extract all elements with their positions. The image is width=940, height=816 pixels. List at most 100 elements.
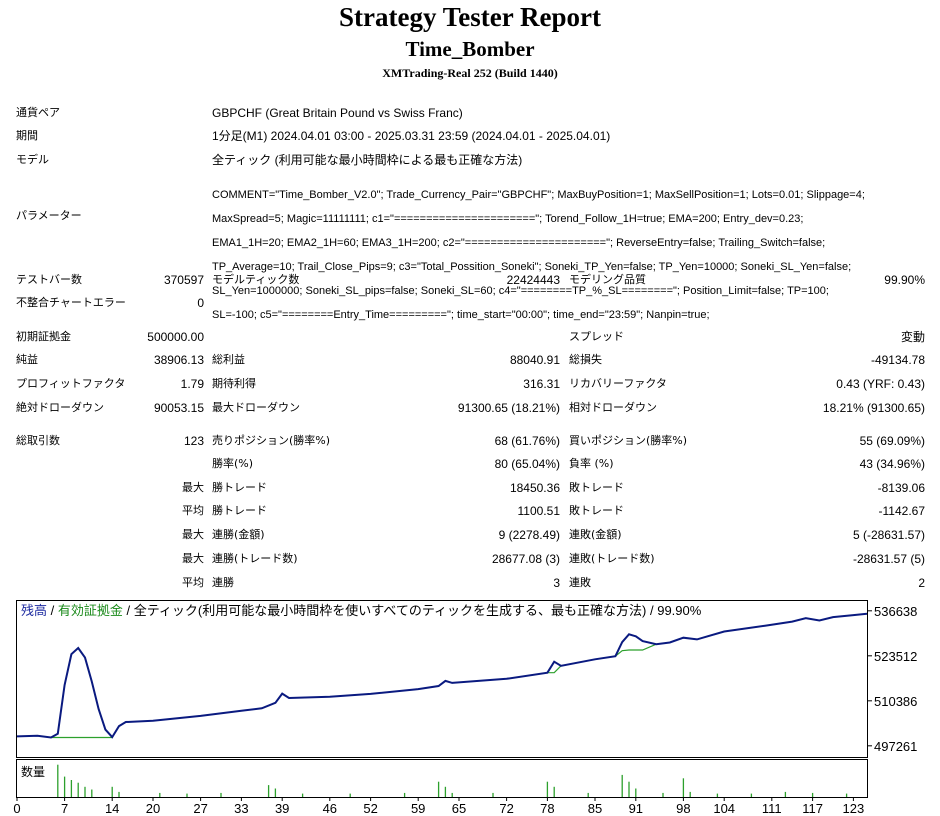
largest-loss-label: 敗トレード	[569, 481, 624, 494]
x-tick-label: 72	[499, 801, 513, 816]
x-tick-label: 78	[540, 801, 554, 816]
y-tick-label: 510386	[874, 694, 917, 709]
x-tick-label: 65	[452, 801, 466, 816]
net-profit-label: 純益	[16, 353, 38, 366]
abs-dd-value: 90053.15	[153, 401, 204, 415]
params-label: パラメーター	[16, 209, 82, 222]
x-tick-label: 7	[61, 801, 68, 816]
model-value: 全ティック (利用可能な最小時間枠による最も正確な方法)	[212, 153, 523, 167]
max-consec-loss-value: -28631.57 (5)	[852, 552, 925, 566]
x-tick-label: 98	[676, 801, 690, 816]
x-tick-label: 111	[762, 801, 782, 816]
y-tick-label: 497261	[874, 739, 917, 754]
x-tick-label: 46	[323, 801, 337, 816]
x-tick-label: 0	[13, 801, 20, 816]
rel-dd-value: 18.21% (91300.65)	[822, 401, 925, 415]
total-trades-value: 123	[183, 434, 204, 448]
avg-loss-label: 敗トレード	[569, 504, 624, 517]
max-consec-loss-label: 連敗(トレード数)	[569, 552, 655, 565]
volume-label: 数量	[21, 764, 45, 779]
avg-consec-prefix: 平均	[182, 576, 204, 589]
abs-dd-label: 絶対ドローダウン	[16, 401, 104, 414]
rel-dd-label: 相対ドローダウン	[569, 401, 657, 414]
max-consec-profit-value: 28677.08 (3)	[491, 552, 560, 566]
params-line: COMMENT="Time_Bomber_V2.0"; Trade_Curren…	[212, 189, 865, 201]
params-line: TP_Average=10; Trail_Close_Pips=9; c3="T…	[212, 261, 852, 273]
max-consec-profit-label: 連勝(トレード数)	[212, 552, 298, 565]
period-value: 1分足(M1) 2024.04.01 03:00 - 2025.03.31 23…	[212, 129, 611, 143]
max-dd-value: 91300.65 (18.21%)	[457, 401, 560, 415]
total-trades-label: 総取引数	[16, 434, 60, 447]
x-tick-label: 59	[411, 801, 425, 816]
short-pos-label: 売りポジション(勝率%)	[212, 434, 331, 447]
report-title: Strategy Tester Report	[339, 2, 601, 32]
max-consec-profit-prefix: 最大	[182, 552, 204, 565]
loss-rate-value: 43 (34.96%)	[859, 457, 925, 471]
ticks-value: 22424443	[506, 273, 560, 287]
mismatch-value: 0	[197, 296, 204, 310]
ea-name: Time_Bomber	[405, 37, 535, 61]
max-consec-losses-value: 5 (-28631.57)	[852, 528, 925, 542]
quality-value: 99.90%	[884, 273, 925, 287]
long-pos-value: 55 (69.09%)	[859, 434, 925, 448]
bars-value: 370597	[163, 273, 204, 287]
loss-rate-label: 負率 (%)	[569, 457, 614, 470]
x-tick-label: 117	[802, 801, 823, 816]
x-tick-label: 52	[363, 801, 377, 816]
bars-label: テストバー数	[16, 273, 82, 286]
deposit-label: 初期証拠金	[16, 330, 71, 343]
x-tick-label: 104	[713, 801, 735, 816]
x-tick-label: 27	[193, 801, 207, 816]
symbol-value: GBPCHF (Great Britain Pound vs Swiss Fra…	[212, 106, 463, 120]
gross-loss-value: -49134.78	[870, 353, 925, 367]
net-profit-value: 38906.13	[153, 353, 204, 367]
max-consec-wins-value: 9 (2278.49)	[498, 528, 560, 542]
expected-payoff-label: 期待利得	[212, 377, 256, 390]
largest-win-value: 18450.36	[509, 481, 560, 495]
avg-consec-wins-value: 3	[553, 576, 560, 590]
x-tick-label: 123	[843, 801, 865, 816]
short-pos-value: 68 (61.76%)	[494, 434, 560, 448]
profit-factor-label: プロフィットファクタ	[16, 377, 126, 390]
avg-consec-losses-label: 連敗	[569, 576, 591, 589]
params-line: SL=-100; c5="========Entry_Time=========…	[212, 309, 710, 321]
y-tick-label: 536638	[874, 604, 917, 619]
chart-legend: 残高 / 有効証拠金 / 全ティック(利用可能な最小時間枠を使いすべてのティック…	[21, 603, 702, 618]
long-pos-label: 買いポジション(勝率%)	[569, 434, 688, 447]
avg-loss-value: -1142.67	[878, 504, 925, 518]
max-consec-wins-label: 連勝(金額)	[212, 528, 265, 541]
params-value: COMMENT="Time_Bomber_V2.0"; Trade_Curren…	[212, 177, 932, 333]
largest-loss-value: -8139.06	[877, 481, 925, 495]
x-tick-label: 20	[146, 801, 160, 816]
avg-consec-wins-label: 連勝	[212, 576, 234, 589]
mismatch-label: 不整合チャートエラー	[16, 296, 126, 309]
gross-loss-label: 総損失	[569, 353, 602, 366]
avg-consec-losses-value: 2	[918, 576, 925, 590]
largest-win-label: 勝トレード	[212, 481, 267, 494]
max-consec-losses-label: 連敗(金額)	[569, 528, 622, 541]
x-tick-label: 14	[105, 801, 119, 816]
spread-label: スプレッド	[569, 330, 624, 343]
avg-win-label: 勝トレード	[212, 504, 267, 517]
profit-factor-value: 1.79	[180, 377, 204, 391]
period-label: 期間	[16, 129, 38, 142]
max-consec-prefix: 最大	[182, 528, 204, 541]
params-line: SL_Yen=1000000; Soneki_SL_pips=false; So…	[212, 285, 829, 297]
spread-value: 変動	[900, 330, 925, 344]
average-prefix: 平均	[182, 504, 204, 517]
model-label: モデル	[16, 153, 49, 166]
gross-profit-value: 88040.91	[509, 353, 560, 367]
chart-frame	[16, 600, 868, 758]
balance-line	[16, 612, 868, 739]
params-line: EMA1_1H=20; EMA2_1H=60; EMA3_1H=200; c2=…	[212, 237, 826, 249]
largest-prefix: 最大	[182, 481, 204, 494]
symbol-label: 通貨ペア	[16, 106, 60, 119]
win-rate-label: 勝率(%)	[212, 457, 254, 470]
ticks-label: モデルティック数	[212, 273, 300, 286]
quality-label: モデリング品質	[569, 273, 646, 286]
win-rate-value: 80 (65.04%)	[494, 457, 560, 471]
x-tick-label: 85	[588, 801, 602, 816]
deposit-value: 500000.00	[147, 330, 204, 344]
volume-frame	[16, 759, 868, 798]
recovery-factor-label: リカバリーファクタ	[569, 377, 667, 390]
